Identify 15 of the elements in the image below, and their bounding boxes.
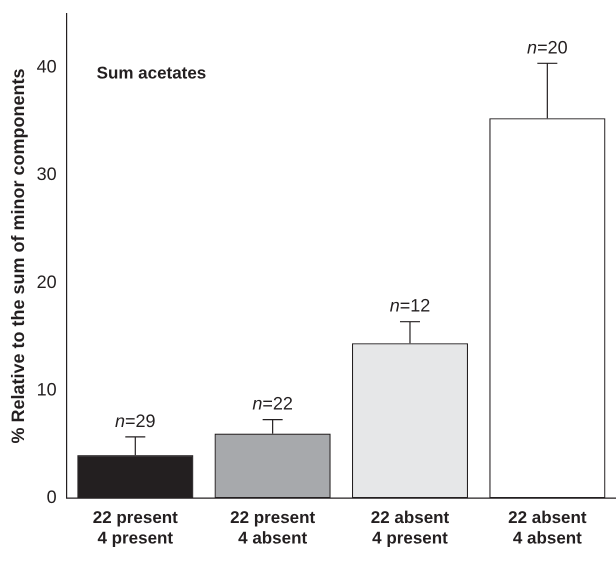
annotation: n=29	[115, 410, 156, 431]
y-tick-label: 20	[36, 272, 57, 292]
y-tick-label: 10	[36, 380, 57, 400]
x-tick-label: 22 present 4 absent	[230, 508, 316, 548]
x-tick-label: 22 absent 4 present	[370, 508, 450, 548]
annotation: n=20	[527, 37, 568, 58]
y-axis-title: % Relative to the sum of minor components	[8, 68, 28, 444]
annotation: n=12	[390, 296, 430, 316]
annotation: Sum acetates	[96, 63, 206, 82]
y-tick-label: 0	[46, 487, 57, 508]
x-tick-label: 22 present 4 present	[92, 508, 178, 548]
annotation: n=22	[252, 394, 293, 414]
y-tick-label: 30	[36, 164, 57, 184]
y-tick-label: 40	[36, 56, 57, 77]
x-tick-label: 22 absent 4 absent	[508, 508, 587, 548]
